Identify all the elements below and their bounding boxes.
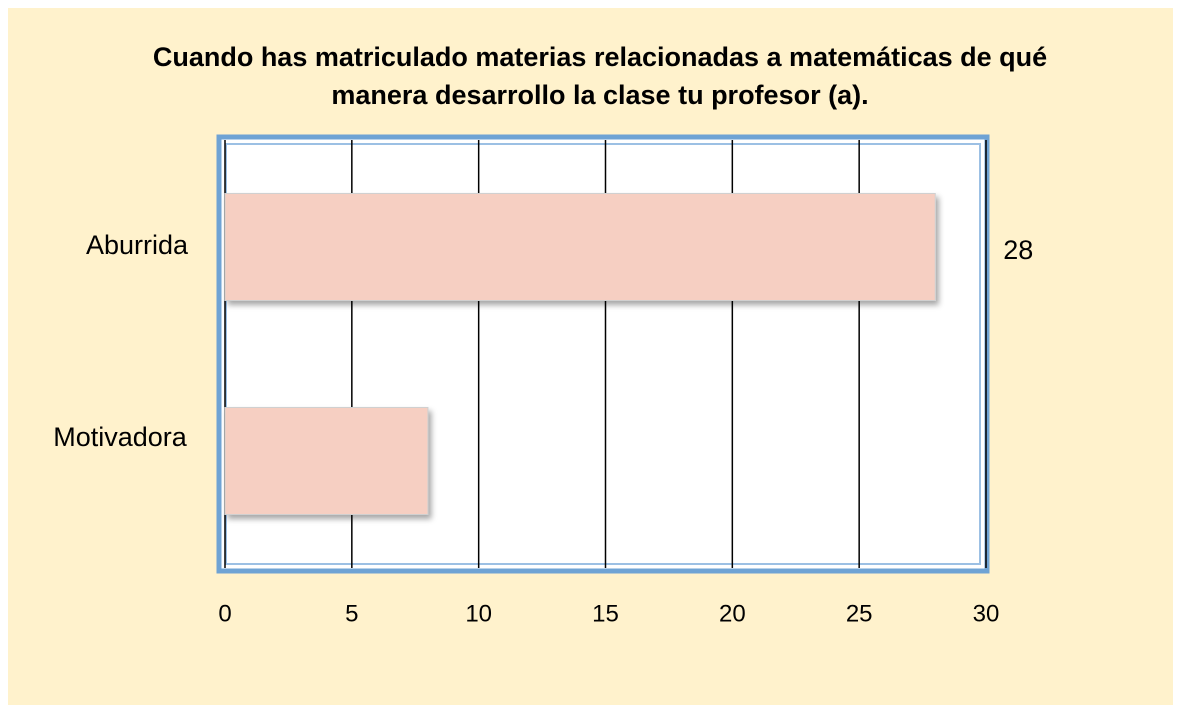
x-tick-label: 30 (973, 600, 1000, 627)
data-label: 28 (1003, 235, 1033, 265)
x-tick-label: 15 (592, 600, 619, 627)
plot-inner-border (225, 143, 981, 565)
x-tick-label: 5 (345, 600, 358, 627)
y-tick-label: Motivadora (53, 422, 187, 452)
bar (224, 193, 936, 301)
x-tick-label: 25 (846, 600, 873, 627)
bar (224, 407, 429, 515)
y-tick-label: Aburrida (85, 230, 188, 260)
chart-title: Cuando has matriculado materias relacion… (152, 42, 1048, 110)
x-tick-label: 10 (465, 600, 492, 627)
x-tick-label: 0 (218, 600, 231, 627)
x-tick-label: 20 (719, 600, 746, 627)
